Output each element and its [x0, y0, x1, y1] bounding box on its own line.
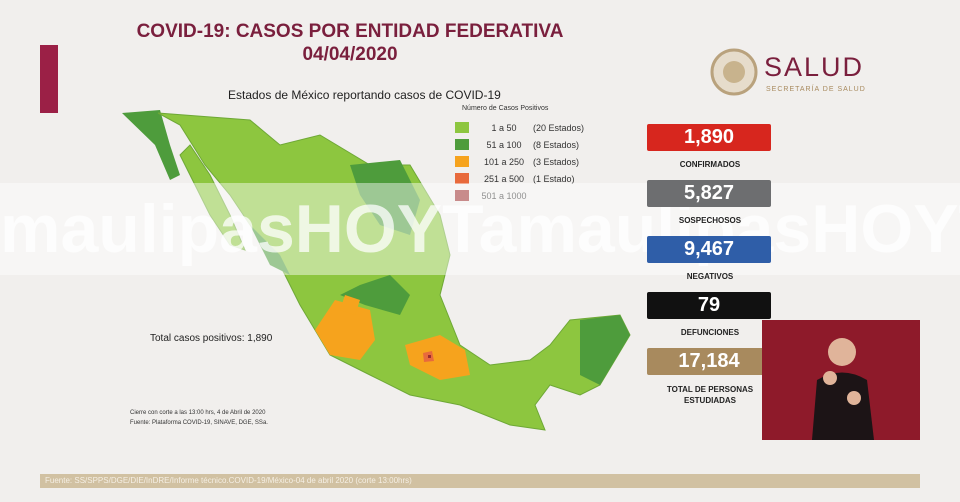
legend-range: 101 a 250: [483, 156, 525, 167]
title-block: COVID-19: CASOS POR ENTIDAD FEDERATIVA 0…: [100, 20, 600, 66]
legend-swatch: [455, 139, 469, 150]
legend-swatch: [455, 190, 469, 201]
stat-label: DEFUNCIONES: [680, 328, 740, 337]
legend-swatch: [455, 122, 469, 133]
stat-label: SOSPECHOSOS: [678, 216, 742, 225]
legend-count: (1 Estado): [533, 173, 575, 184]
stat-label: TOTAL DE PERSONAS ESTUDIADAS: [666, 385, 754, 405]
legend-count: (20 Estados): [533, 122, 585, 133]
map-title: Estados de México reportando casos de CO…: [228, 88, 501, 102]
logo-name: SALUD: [764, 52, 865, 82]
legend-count: (8 Estados): [533, 139, 580, 150]
stat-value: 17,184: [647, 348, 771, 375]
total-text: Total casos positivos: 1,890: [150, 333, 273, 344]
legend-swatch: [455, 156, 469, 167]
note: Fuente: Plataforma COVID-19, SINAVE, DGE…: [130, 420, 268, 426]
stat-value: 9,467: [647, 236, 771, 263]
stat-value: 1,890: [647, 124, 771, 151]
title: COVID-19: CASOS POR ENTIDAD FEDERATIVA: [136, 21, 564, 42]
interpreter-video: [762, 320, 920, 440]
legend-range: 51 a 100: [486, 139, 522, 150]
legend-item: 501 a 1000: [455, 190, 533, 201]
legend-count: (3 Estados): [533, 156, 580, 167]
footer: Fuente: SS/SPPS/DGE/DIE/InDRE/Informe té…: [45, 476, 412, 485]
legend-item: 1 a 50 (20 Estados): [455, 122, 584, 133]
legend-range: 1 a 50: [491, 122, 517, 133]
watermark: maulipasHOYTamaulipasHOYTama: [0, 183, 960, 275]
legend-item: 251 a 500 (1 Estado): [455, 173, 575, 184]
legend-swatch: [455, 173, 469, 184]
logo-emblem: [710, 48, 758, 96]
legend-range: 251 a 500: [483, 173, 525, 184]
logo-subtitle: SECRETARÍA DE SALUD: [766, 86, 866, 93]
map: [122, 110, 631, 431]
note: Cierre con corte a las 13:00 hrs, 4 de A…: [130, 410, 266, 416]
accent-bar: [40, 45, 58, 113]
legend-range: 501 a 1000: [481, 190, 527, 201]
stat-label: CONFIRMADOS: [679, 160, 741, 169]
footer-bar: [40, 474, 920, 488]
stat-value: 5,827: [647, 180, 771, 207]
stat-value: 79: [647, 292, 771, 319]
legend-item: 51 a 100 (8 Estados): [455, 139, 579, 150]
legend-title: Número de Casos Positivos: [462, 105, 549, 112]
legend-item: 101 a 250 (3 Estados): [455, 156, 579, 167]
date: 04/04/2020: [302, 44, 398, 65]
stat-label: NEGATIVOS: [686, 272, 734, 281]
